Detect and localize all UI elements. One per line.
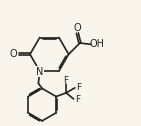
Text: O: O <box>10 49 18 59</box>
Text: F: F <box>64 76 69 85</box>
Text: O: O <box>74 23 81 33</box>
Text: F: F <box>75 94 80 104</box>
Text: F: F <box>76 83 81 92</box>
Text: OH: OH <box>90 39 105 49</box>
Text: N: N <box>36 67 43 77</box>
